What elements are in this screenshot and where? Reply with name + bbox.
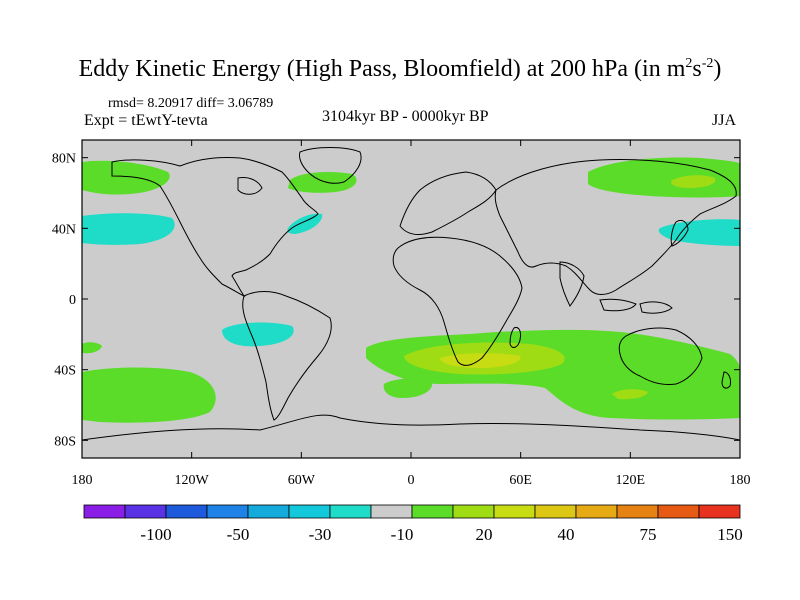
region-kuroshio-extension	[658, 219, 740, 246]
colorbar-swatch	[370, 504, 413, 519]
region-subtropical-south-pacific	[222, 322, 294, 347]
colorbar-swatch	[493, 504, 536, 519]
y-tick-label: 40S	[54, 364, 76, 379]
period-label: 3104kyr BP - 0000kyr BP	[322, 108, 489, 125]
x-tick-label: 120E	[616, 473, 646, 488]
colorbar-swatch	[452, 504, 495, 519]
chart-title: Eddy Kinetic Energy (High Pass, Bloomfie…	[78, 56, 722, 82]
y-tick-label: 80N	[52, 152, 76, 167]
y-tick-label: 0	[69, 293, 76, 308]
region-east-siberia-max	[671, 175, 716, 188]
colorbar-swatch	[616, 504, 659, 519]
colorbar-swatch	[575, 504, 618, 519]
axis-ticks	[81, 140, 741, 458]
coastlines	[82, 147, 740, 441]
stats-label: rmsd= 8.20917 diff= 3.06789	[108, 96, 274, 111]
region-western-north-atlantic	[287, 213, 323, 234]
colorbar-swatch	[411, 504, 454, 519]
colorbar-label: 75	[640, 525, 657, 544]
x-tick-labels: 180 120W 60W 0 60E 120E 180	[72, 473, 751, 488]
region-north-pacific-alaska	[82, 160, 170, 195]
region-south-atlantic-patch	[383, 378, 433, 398]
x-tick-label: 60W	[288, 473, 316, 488]
x-tick-label: 180	[730, 473, 751, 488]
colorbar-label: -10	[391, 525, 414, 544]
y-tick-labels: 80N 40N 0 40S 80S	[52, 152, 76, 450]
region-south-pacific-small	[82, 342, 102, 354]
season-label: JJA	[712, 112, 737, 129]
colorbar-labels: -100 -50 -30 -10 20 40 75 150	[140, 525, 742, 544]
colorbar-label: -30	[309, 525, 332, 544]
colorbar-swatch	[247, 504, 290, 519]
region-south-pacific-storm-track	[82, 367, 216, 423]
colorbar-label: 40	[558, 525, 575, 544]
colorbar-label: 150	[717, 525, 743, 544]
experiment-label: Expt = tEwtY-tevta	[84, 112, 208, 129]
y-tick-label: 40N	[52, 222, 76, 237]
colorbar-label: -50	[227, 525, 250, 544]
region-greenland-labrador	[288, 172, 357, 193]
colorbar-swatch	[698, 504, 741, 519]
colorbar-swatch	[329, 504, 372, 519]
colorbar-swatch	[83, 504, 126, 519]
colorbar-swatch	[124, 504, 167, 519]
colorbar-swatch	[657, 504, 700, 519]
x-tick-label: 120W	[175, 473, 210, 488]
colorbar	[83, 504, 741, 519]
region-north-pacific-jet	[82, 213, 175, 245]
colorbar-swatch	[206, 504, 249, 519]
x-tick-label: 180	[72, 473, 93, 488]
colorbar-label: 20	[476, 525, 493, 544]
contour-fields	[82, 147, 740, 441]
region-southern-small-max	[612, 389, 648, 400]
colorbar-swatch	[288, 504, 331, 519]
x-tick-label: 0	[408, 473, 415, 488]
y-tick-label: 80S	[54, 434, 76, 449]
colorbar-swatch	[165, 504, 208, 519]
colorbar-swatch	[534, 504, 577, 519]
colorbar-label: -100	[140, 525, 171, 544]
x-tick-label: 60E	[509, 473, 532, 488]
